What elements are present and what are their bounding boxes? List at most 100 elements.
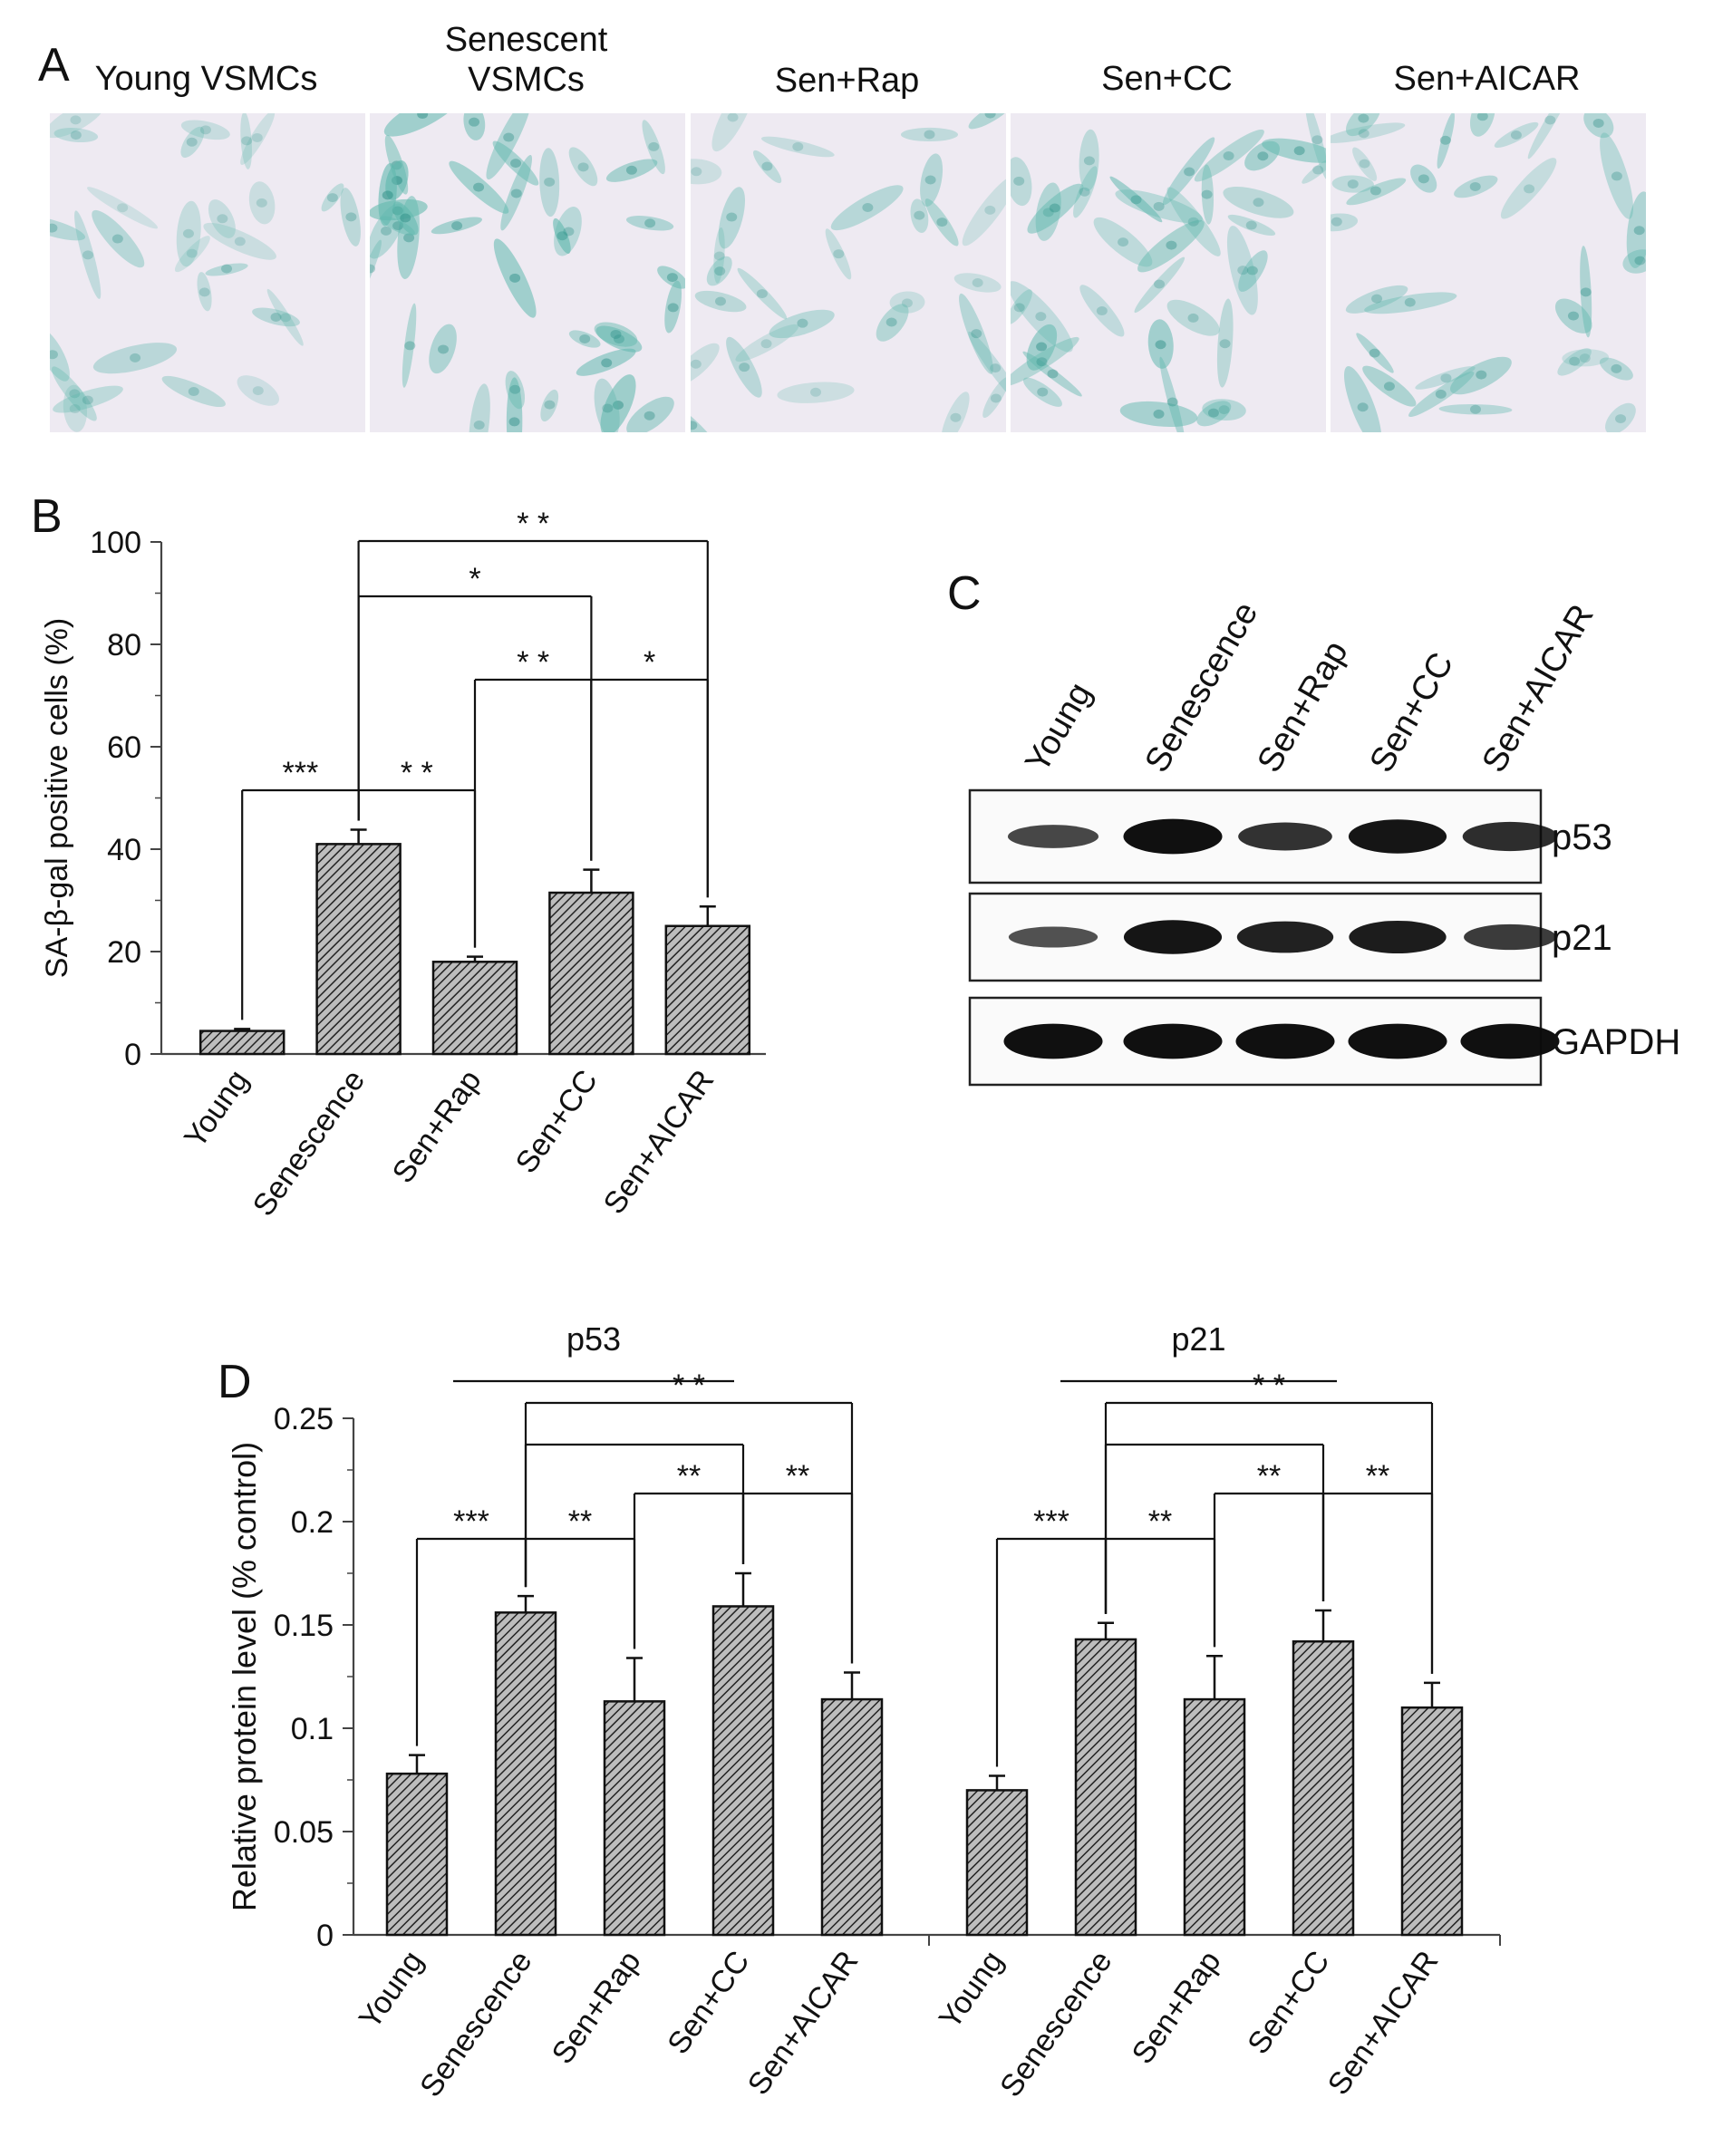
category-label: Sen+Rap (1126, 1945, 1228, 2071)
y-tick-label: 0 (124, 1038, 141, 1072)
cell-nucleus (971, 329, 982, 339)
cell-nucleus (1166, 240, 1177, 250)
category-label: Young (933, 1945, 1011, 2035)
blot-band (1460, 1023, 1560, 1059)
cell-nucleus (625, 165, 637, 175)
cell-nucleus (667, 303, 679, 313)
cell-shape (370, 239, 382, 297)
cell-nucleus (1469, 181, 1481, 191)
cell-shape (735, 324, 799, 363)
y-tick-label: 20 (107, 935, 141, 970)
cell-shape (1196, 401, 1232, 427)
micrograph-title-line: Sen+AICAR (1393, 60, 1581, 98)
cell-shape (752, 150, 782, 184)
cell-nucleus (473, 421, 485, 430)
cell-shape (197, 272, 212, 312)
cell-shape (900, 127, 958, 142)
cell-shape (1554, 298, 1592, 334)
cell-shape (769, 309, 835, 339)
cell-nucleus (509, 384, 521, 394)
micrograph-title-senescent: Senescent VSMCs (370, 20, 682, 100)
cell-nucleus (1347, 179, 1359, 189)
cell-shape (605, 159, 658, 182)
cell-shape (1356, 333, 1394, 373)
bar (548, 891, 634, 1056)
category-label: Senescence (247, 1064, 372, 1223)
cell-nucleus (50, 350, 58, 360)
cell-nucleus (370, 264, 376, 274)
y-axis-title: SA-β-gal positive cells (%) (40, 618, 74, 978)
cell-shape (1345, 113, 1381, 137)
cell-nucleus (1615, 414, 1627, 424)
y-tick-label: 0.05 (274, 1815, 334, 1850)
cell-shape (252, 307, 300, 327)
cell-nucleus (221, 264, 233, 274)
cell-shape (1415, 366, 1476, 390)
cell-nucleus (1153, 201, 1165, 211)
significance-label: * * (517, 645, 549, 680)
cell-nucleus (601, 358, 613, 368)
blot-protein-label: p53 (1552, 817, 1612, 857)
micrograph-title-line: Sen+CC (1101, 60, 1233, 98)
cell-shape (1500, 158, 1557, 219)
cell-shape (1134, 256, 1186, 314)
cell-nucleus (1049, 203, 1060, 213)
cell-shape (1216, 298, 1234, 388)
cell-nucleus (251, 132, 263, 142)
micrograph-title-line: Senescent (444, 21, 608, 59)
group-title: p21 (1171, 1320, 1225, 1358)
cell-shape (1438, 404, 1513, 415)
cell-nucleus (326, 193, 338, 203)
micrograph-background (1011, 113, 1326, 432)
cell-shape (1605, 402, 1636, 432)
bar (494, 1611, 557, 1937)
cell-shape (74, 210, 102, 299)
cell-shape (694, 290, 747, 313)
significance-label: ** (1148, 1504, 1172, 1539)
cell-nucleus (1155, 340, 1166, 350)
cell-nucleus (1042, 208, 1054, 218)
cell-nucleus (862, 202, 874, 212)
cell-shape (486, 113, 532, 180)
cell-nucleus (1469, 404, 1481, 414)
cell-nucleus (613, 334, 624, 344)
cell-nucleus (760, 339, 772, 349)
cell-nucleus (1166, 397, 1178, 407)
cell-nucleus (1435, 389, 1447, 399)
cell-nucleus (1130, 195, 1142, 205)
cell-nucleus (234, 237, 246, 247)
significance-label: * * (1253, 1368, 1285, 1403)
cell-shape (594, 378, 620, 432)
significance-label: * (644, 645, 655, 680)
cell-shape (664, 280, 682, 334)
cell-nucleus (403, 233, 415, 243)
cell-nucleus (1083, 156, 1095, 166)
cell-nucleus (241, 136, 253, 146)
cell-shape (1202, 399, 1246, 421)
cell-nucleus (1153, 409, 1165, 419)
cell-shape (554, 207, 582, 256)
cell-nucleus (1187, 217, 1199, 227)
cell-nucleus (1611, 171, 1622, 181)
micrograph-background (1331, 113, 1646, 432)
cell-nucleus (1096, 306, 1108, 316)
cell-shape (1302, 158, 1326, 184)
cell-shape (1035, 182, 1061, 241)
cell-shape (1331, 213, 1359, 232)
cell-shape (1362, 365, 1417, 407)
significance-label: * * (401, 756, 433, 790)
cell-nucleus (280, 313, 292, 323)
chart-panel-b: 0 20 40 60 80 100 SA-β-gal positive cells (%) Y… (40, 507, 766, 1223)
cell-nucleus (509, 273, 521, 283)
cell-nucleus (1036, 357, 1048, 367)
lane-label: Sen+AICAR (1475, 598, 1601, 778)
cell-nucleus (451, 221, 463, 231)
cell-shape (726, 336, 762, 398)
cell-nucleus (1369, 186, 1381, 196)
cell-nucleus (602, 403, 614, 413)
cell-nucleus (666, 273, 678, 283)
cell-shape (492, 140, 539, 186)
cell-shape (1454, 175, 1498, 198)
cell-shape (1159, 356, 1186, 432)
cell-shape (876, 304, 909, 342)
